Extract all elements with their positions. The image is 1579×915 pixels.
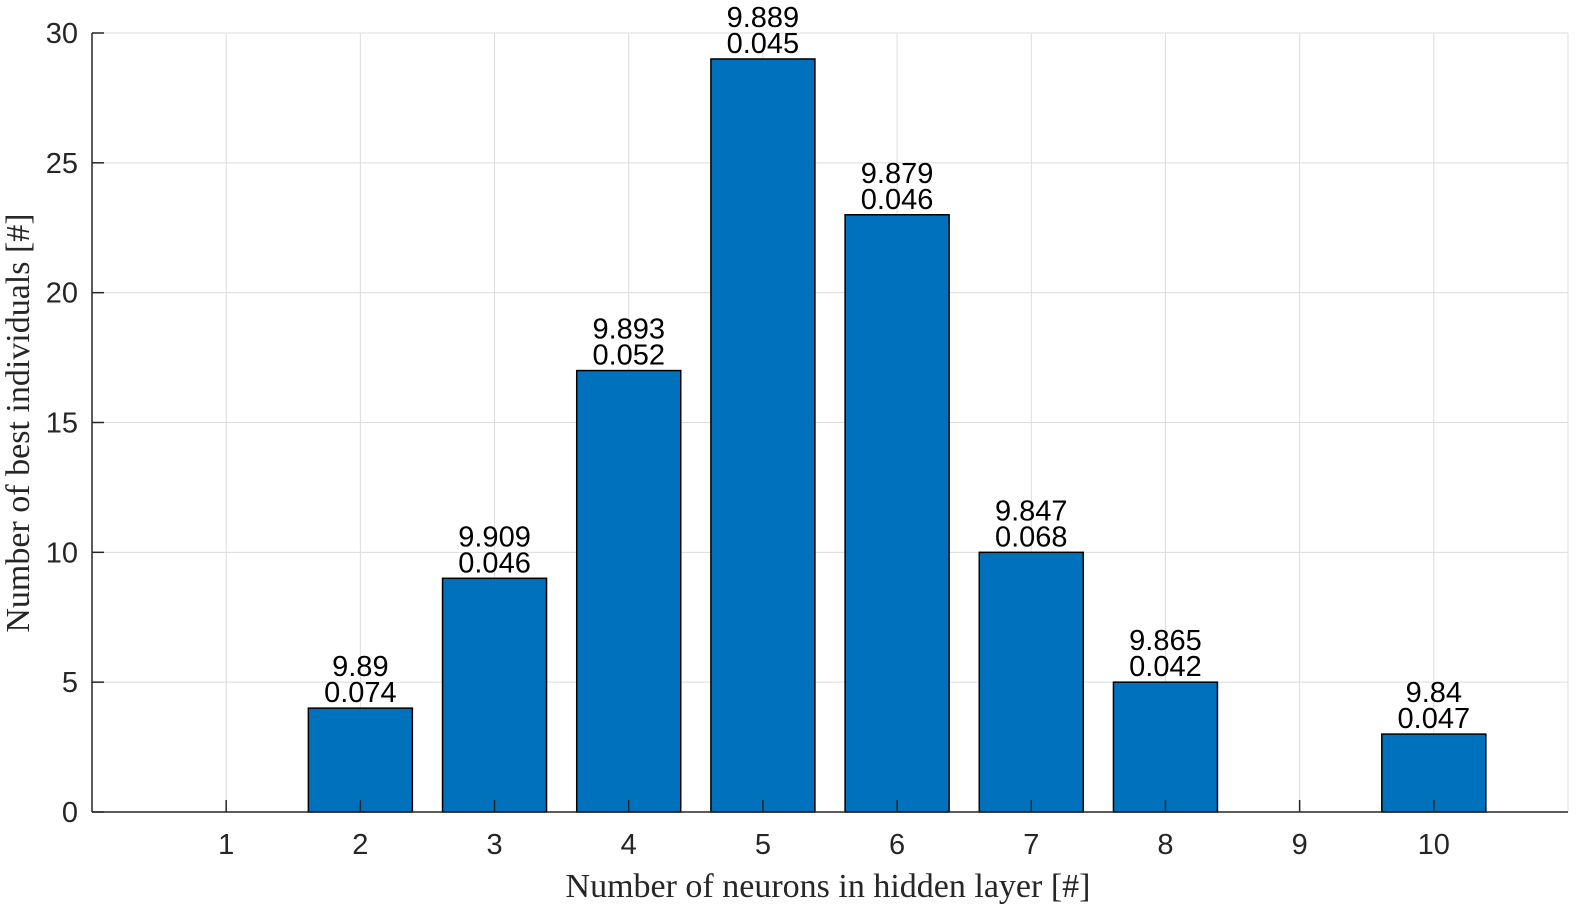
bar-label-bottom: 0.045 bbox=[727, 28, 800, 60]
y-axis-title: Number of best individuals [#] bbox=[0, 213, 37, 632]
bar-10 bbox=[1381, 733, 1487, 813]
bar-label-bottom: 0.046 bbox=[458, 547, 531, 579]
axes: 0 5 10 15 20 25 30 1 2 3 4 5 6 7 8 9 10 bbox=[46, 18, 1568, 861]
y-tick-label: 10 bbox=[46, 537, 78, 569]
x-tick-label: 8 bbox=[1157, 829, 1173, 861]
bar-label-bottom: 0.047 bbox=[1398, 703, 1471, 735]
y-tick-label: 20 bbox=[46, 278, 78, 310]
x-tick-label: 9 bbox=[1292, 829, 1308, 861]
bar-3 bbox=[441, 577, 548, 813]
x-tick-label: 10 bbox=[1418, 829, 1450, 861]
x-tick-label: 1 bbox=[218, 829, 234, 861]
bar-label-top: 9.89 bbox=[332, 651, 388, 683]
bar-label-bottom: 0.068 bbox=[995, 521, 1068, 553]
y-tick-label: 0 bbox=[62, 797, 78, 829]
bar-label-top: 9.889 bbox=[727, 2, 800, 34]
bar-label-top: 9.865 bbox=[1129, 625, 1202, 657]
bar-label-bottom: 0.074 bbox=[324, 677, 397, 709]
bar-label-bottom: 0.042 bbox=[1129, 651, 1202, 683]
x-tick-label: 7 bbox=[1023, 829, 1039, 861]
x-tick-label: 4 bbox=[621, 829, 637, 861]
data-labels: 0.0749.890.0469.9090.0529.8930.0459.8890… bbox=[324, 2, 1470, 735]
bar-label-top: 9.847 bbox=[995, 495, 1068, 527]
bar-label-top: 9.893 bbox=[592, 314, 665, 346]
bar-label-bottom: 0.052 bbox=[592, 340, 665, 372]
grid bbox=[92, 32, 1569, 813]
bar-6 bbox=[844, 214, 950, 813]
x-axis-title: Number of neurons in hidden layer [#] bbox=[566, 868, 1091, 905]
y-tick-label: 15 bbox=[46, 408, 78, 440]
bar-2 bbox=[307, 707, 414, 813]
x-tick-label: 6 bbox=[889, 829, 905, 861]
y-tick-label: 25 bbox=[46, 148, 78, 180]
bar-label-bottom: 0.046 bbox=[861, 184, 934, 216]
x-tick-label: 3 bbox=[486, 829, 502, 861]
bar-7 bbox=[978, 551, 1085, 813]
bar-label-top: 9.84 bbox=[1406, 677, 1462, 709]
y-tick-label: 5 bbox=[62, 667, 78, 699]
bar-label-top: 9.879 bbox=[861, 158, 934, 190]
x-tick-label: 2 bbox=[352, 829, 368, 861]
bar-5 bbox=[710, 58, 816, 813]
x-tick-label: 5 bbox=[755, 829, 771, 861]
bar-8 bbox=[1112, 681, 1219, 813]
bars bbox=[307, 58, 1487, 813]
bar-4 bbox=[575, 369, 682, 813]
y-tick-label: 30 bbox=[46, 18, 78, 50]
bar-label-top: 9.909 bbox=[458, 521, 531, 553]
